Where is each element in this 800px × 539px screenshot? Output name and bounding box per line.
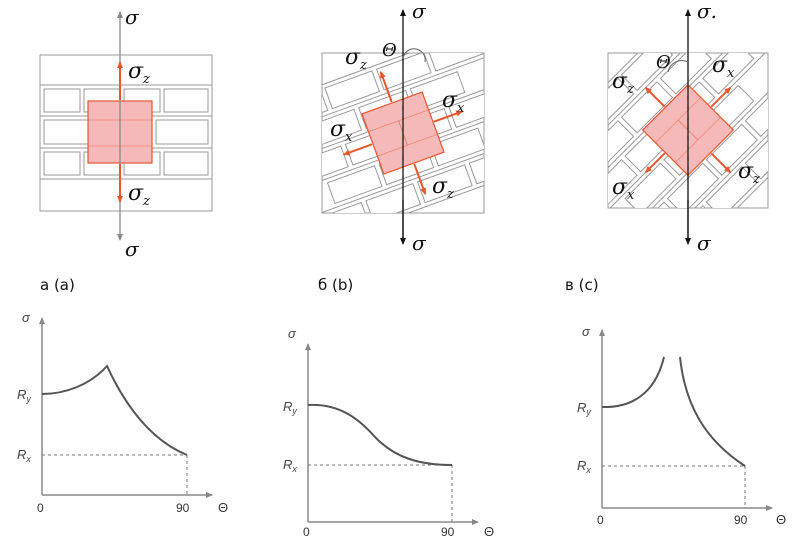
panel-c: σ. σ Θ σz σx σx σz в (с) — [565, 0, 769, 294]
sigma-z-right-label-c: σz — [738, 159, 760, 187]
curve-c-left — [601, 356, 665, 409]
sigma-x-right-label-b: σx — [442, 88, 465, 116]
x0-label-a: 0 — [37, 501, 44, 515]
y-label-b: σ — [288, 326, 297, 341]
sigma-x-left-label-b: σx — [330, 117, 353, 145]
sigma-bottom-label-c: σ — [697, 231, 712, 255]
caption-b: б (b) — [318, 276, 353, 294]
sigma-x-arrow-left-c — [644, 152, 666, 174]
theta-arc-b — [402, 48, 426, 63]
x90-label-c: 90 — [734, 513, 748, 527]
y-label-a: σ — [22, 310, 31, 325]
curve-a — [41, 364, 188, 456]
sigma-z-bottom-label-b: σz — [432, 174, 454, 202]
sigma-z-bottom-label-a: σz — [128, 181, 150, 209]
sigma-x-arrow-left-b — [342, 143, 373, 156]
rx-label-b: Rx — [283, 457, 297, 474]
sigma-x-arrow-right-c — [710, 86, 732, 108]
sigma-z-arrow-bottom-b — [413, 163, 427, 196]
sigma-x-left-label-c: σx — [612, 175, 635, 203]
curve-c-right — [679, 356, 746, 467]
theta-label-c: Θ — [656, 52, 671, 73]
sigma-top-label-a: σ — [125, 5, 140, 29]
ry-label-a: Ry — [17, 387, 31, 404]
x90-label-b: 90 — [441, 525, 455, 539]
graph-c: σ Ry Rx 0 90 Θ — [577, 324, 786, 527]
x0-label-b: 0 — [303, 525, 310, 539]
rx-label-a: Rx — [17, 447, 31, 464]
ry-label-b: Ry — [283, 399, 297, 416]
x90-label-a: 90 — [176, 501, 190, 515]
panel-a: σ σ σz σz а (а) — [39, 5, 213, 294]
x-label-c: Θ — [776, 512, 786, 527]
sigma-z-arrow-top-c — [644, 86, 666, 108]
curve-b — [307, 403, 453, 466]
theta-label-b: Θ — [382, 40, 397, 61]
x-label-a: Θ — [218, 500, 228, 515]
sigma-z-arrow-bottom-c — [710, 152, 732, 174]
y-label-c: σ — [582, 324, 591, 339]
rx-label-c: Rx — [577, 458, 591, 475]
caption-c: в (с) — [565, 276, 599, 294]
sigma-bottom-label-a: σ — [125, 237, 140, 261]
graph-b: σ Ry Rx 0 90 Θ — [283, 326, 494, 539]
sigma-x-right-label-c: σx — [712, 53, 735, 81]
sigma-bottom-label-b: σ — [412, 231, 427, 255]
theta-arc-c — [667, 60, 689, 73]
panel-b: σ σ Θ σz σx σx σz б (b) — [318, 0, 485, 294]
x-label-b: Θ — [484, 524, 494, 539]
x0-label-c: 0 — [597, 513, 604, 527]
caption-a: а (а) — [40, 276, 75, 294]
sigma-x-arrow-right-b — [433, 110, 464, 123]
sigma-z-top-label-b: σz — [345, 45, 367, 73]
sigma-top-label-c: σ. — [697, 0, 717, 23]
sigma-z-arrow-top-b — [379, 70, 393, 103]
graph-a: σ Ry Rx 0 90 Θ — [17, 310, 228, 515]
sigma-top-label-b: σ — [412, 0, 427, 23]
sigma-z-left-label-c: σz — [612, 69, 634, 97]
ry-label-c: Ry — [577, 400, 591, 417]
sigma-z-top-label-a: σz — [128, 59, 150, 87]
